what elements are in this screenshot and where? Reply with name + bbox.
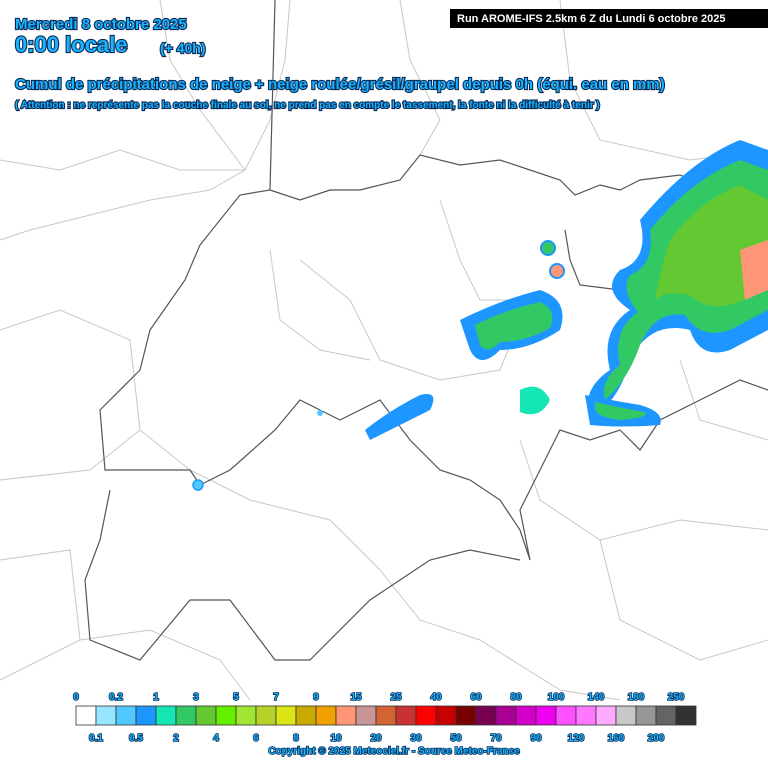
legend-label: 50 [450, 733, 462, 744]
legend: 0 0.1 0.2 0.5 1 2 3 4 5 6 7 8 9 10 15 20 25 30 40 50 60 70 80 9… [72, 691, 697, 745]
map-note: ( Attention : ne représente pas la couch… [15, 100, 600, 111]
legend-swatch [615, 705, 637, 726]
legend-swatch [315, 705, 337, 726]
legend-swatch [295, 705, 317, 726]
legend-swatch [635, 705, 657, 726]
legend-swatch [95, 705, 117, 726]
legend-swatch [515, 705, 537, 726]
legend-label: 1 [153, 692, 159, 703]
legend-swatch [675, 705, 697, 726]
legend-label: 5 [233, 692, 239, 703]
legend-label: 60 [470, 692, 482, 703]
legend-swatch [155, 705, 177, 726]
country-borders [84, 0, 768, 661]
legend-swatch [195, 705, 217, 726]
legend-label: 140 [588, 692, 605, 703]
legend-label: 0.2 [109, 692, 123, 703]
legend-swatch [235, 705, 257, 726]
legend-label: 25 [390, 692, 402, 703]
legend-label: 40 [430, 692, 442, 703]
legend-swatch [375, 705, 397, 726]
legend-label: 180 [628, 692, 645, 703]
legend-swatch [75, 705, 97, 726]
legend-label: 9 [313, 692, 319, 703]
legend-swatch [215, 705, 237, 726]
legend-swatch [575, 705, 597, 726]
lead-time: (+ 40h) [160, 40, 206, 56]
legend-label: 160 [608, 733, 625, 744]
legend-label: 70 [490, 733, 502, 744]
legend-label: 10 [330, 733, 342, 744]
legend-label: 2 [173, 733, 179, 744]
legend-label: 6 [253, 733, 259, 744]
legend-swatch [175, 705, 197, 726]
legend-swatch [655, 705, 677, 726]
legend-label: 100 [548, 692, 565, 703]
legend-swatch [275, 705, 297, 726]
legend-label: 7 [273, 692, 279, 703]
run-banner [450, 9, 768, 28]
legend-swatch [355, 705, 377, 726]
legend-swatch [595, 705, 617, 726]
snow-accumulation [192, 140, 768, 491]
legend-label: 3 [193, 692, 199, 703]
legend-label: 4 [213, 733, 219, 744]
legend-label: 20 [370, 733, 382, 744]
admin-boundaries [0, 0, 768, 701]
legend-label: 15 [350, 692, 362, 703]
legend-label: 0.1 [89, 733, 103, 744]
legend-swatch [115, 705, 137, 726]
legend-label: 0.5 [129, 733, 143, 744]
legend-swatch [555, 705, 577, 726]
legend-swatch [335, 705, 357, 726]
forecast-time: 0:00 locale [15, 32, 128, 57]
legend-swatch [455, 705, 477, 726]
legend-swatch [395, 705, 417, 726]
legend-swatch [435, 705, 457, 726]
legend-label: 80 [510, 692, 522, 703]
legend-label: 250 [668, 692, 685, 703]
legend-swatch [415, 705, 437, 726]
forecast-date: Mercredi 8 octobre 2025 [15, 16, 187, 33]
legend-swatch [475, 705, 497, 726]
legend-label: 120 [568, 733, 585, 744]
legend-swatch [135, 705, 157, 726]
legend-label: 200 [648, 733, 665, 744]
legend-swatch [495, 705, 517, 726]
run-info: Run AROME-IFS 2.5km 6 Z du Lundi 6 octob… [457, 13, 726, 25]
copyright: Copyright © 2025 Meteociel.fr - Source M… [268, 746, 520, 757]
legend-label: 8 [293, 733, 299, 744]
legend-swatch [255, 705, 277, 726]
map-title: Cumul de précipitations de neige + neige… [15, 76, 665, 93]
legend-label: 90 [530, 733, 542, 744]
legend-label: 30 [410, 733, 422, 744]
legend-label: 0 [73, 692, 79, 703]
legend-swatch [535, 705, 557, 726]
